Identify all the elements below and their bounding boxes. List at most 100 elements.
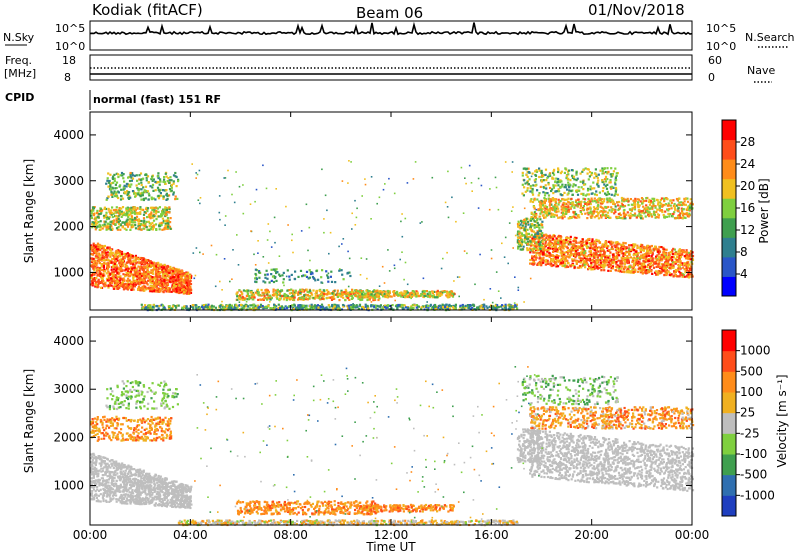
power-echo xyxy=(570,243,573,246)
power-echo xyxy=(578,255,581,258)
power-echo xyxy=(119,174,122,177)
power-echo xyxy=(109,282,112,285)
power-echo xyxy=(123,279,126,282)
power-echo xyxy=(630,266,633,269)
power-echo xyxy=(351,297,354,300)
power-echo xyxy=(137,191,140,195)
power-echo xyxy=(538,245,541,248)
power-echo xyxy=(101,251,104,254)
power-echo xyxy=(396,307,399,310)
power-echo xyxy=(97,244,100,247)
power-echo xyxy=(150,288,153,291)
power-echo xyxy=(91,250,94,253)
power-echo xyxy=(183,278,186,282)
power-echo xyxy=(576,266,579,269)
power-echo xyxy=(308,289,312,292)
power-echo xyxy=(410,305,413,308)
power-echo xyxy=(362,291,365,294)
power-echo xyxy=(665,270,668,273)
power-echo xyxy=(580,266,583,269)
power-echo xyxy=(105,182,108,185)
power-echo xyxy=(355,304,358,307)
power-echo xyxy=(152,268,155,271)
power-echo xyxy=(169,277,172,280)
power-echo xyxy=(221,304,224,307)
power-echo xyxy=(292,289,295,292)
power-echo xyxy=(582,259,585,262)
power-echo xyxy=(158,183,161,186)
power-echo xyxy=(104,207,108,211)
power-echo xyxy=(155,209,158,212)
power-echo xyxy=(124,223,127,226)
power-echo xyxy=(169,227,172,230)
power-echo xyxy=(122,262,125,265)
power-echo xyxy=(126,207,129,210)
power-echo xyxy=(164,219,167,222)
power-echo xyxy=(106,265,109,268)
power-echo xyxy=(362,295,366,298)
power-echo xyxy=(673,261,676,264)
power-echo xyxy=(242,289,246,292)
power-echo xyxy=(121,254,124,257)
power-echo xyxy=(481,307,484,310)
power-echo xyxy=(571,258,574,261)
power-echo xyxy=(162,308,165,311)
power-echo xyxy=(111,275,114,278)
power-echo xyxy=(175,274,178,277)
power-echo xyxy=(160,277,163,280)
power-echo xyxy=(135,192,138,195)
power-echo xyxy=(172,282,175,285)
power-echo xyxy=(108,179,111,183)
power-echo xyxy=(691,258,695,262)
power-echo xyxy=(272,288,275,291)
power-echo xyxy=(564,266,567,269)
power-echo xyxy=(386,295,389,298)
power-echo xyxy=(278,273,281,276)
power-echo xyxy=(152,178,155,181)
power-echo xyxy=(113,177,116,180)
power-echo xyxy=(160,221,163,224)
power-echo xyxy=(134,283,137,286)
power-echo xyxy=(112,287,115,290)
power-echo xyxy=(131,177,135,180)
power-echo xyxy=(134,221,137,224)
power-echo xyxy=(601,264,604,267)
power-echo xyxy=(254,307,257,310)
power-echo xyxy=(116,280,119,283)
power-echo xyxy=(131,218,134,221)
power-echo xyxy=(311,275,315,279)
power-echo xyxy=(562,241,565,244)
power-echo xyxy=(624,242,627,245)
power-echo xyxy=(298,290,301,293)
power-echo xyxy=(684,271,687,274)
power-echo xyxy=(175,283,178,286)
power-echo xyxy=(118,207,121,210)
power-echo xyxy=(126,218,129,221)
nsearch-tick-top: 10^5 xyxy=(706,22,736,35)
power-echo xyxy=(102,246,105,249)
power-echo xyxy=(375,294,378,297)
power-echo xyxy=(316,296,319,299)
power-echo xyxy=(153,266,156,269)
power-echo xyxy=(238,289,241,292)
power-echo xyxy=(144,266,147,269)
power-echo xyxy=(172,289,175,292)
power-echo xyxy=(584,249,587,253)
power-echo xyxy=(275,291,278,294)
power-echo xyxy=(444,306,447,309)
power-echo xyxy=(142,258,145,261)
power-echo xyxy=(168,288,171,291)
power-echo xyxy=(141,285,144,288)
power-echo xyxy=(376,308,379,311)
power-echo xyxy=(93,267,96,270)
power-echo xyxy=(106,262,109,265)
power-echo xyxy=(129,285,132,288)
power-echo xyxy=(104,220,107,223)
power-echo xyxy=(603,261,606,264)
power-echo xyxy=(110,284,113,287)
power-echo xyxy=(541,238,544,241)
power-echo xyxy=(158,215,161,218)
power-echo xyxy=(310,303,313,306)
power-echo xyxy=(144,185,148,188)
power-echo xyxy=(108,253,111,256)
